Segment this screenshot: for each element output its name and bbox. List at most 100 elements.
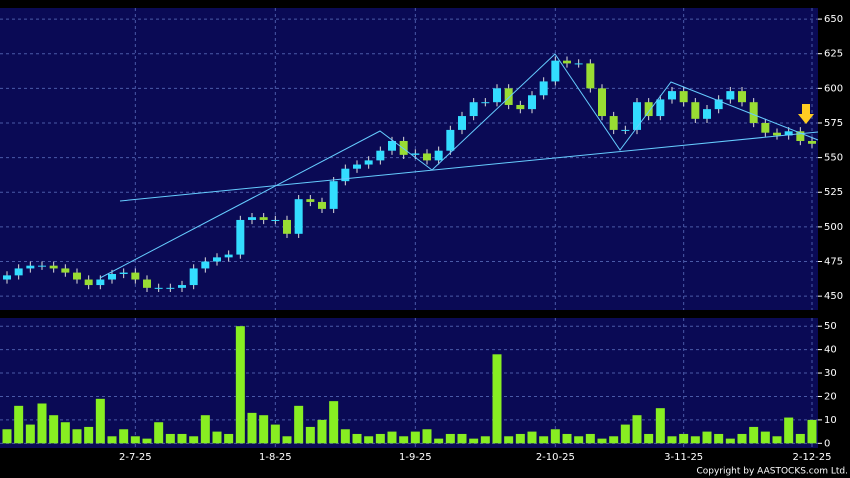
- volume-bar: [107, 436, 117, 444]
- candle-body: [38, 265, 46, 267]
- candle-body: [376, 150, 385, 161]
- volume-bar: [562, 433, 572, 444]
- candle-body: [178, 285, 186, 288]
- volume-bar: [235, 326, 245, 444]
- volume-bar: [422, 429, 432, 444]
- volume-bar: [690, 436, 700, 444]
- x-tick-label: 2-7-25: [119, 452, 152, 463]
- candle-body: [84, 279, 93, 286]
- volume-bar: [760, 431, 770, 444]
- volume-bar: [119, 429, 129, 444]
- candle-body: [26, 265, 35, 269]
- candle-body: [318, 201, 326, 209]
- volume-bar: [329, 401, 339, 444]
- copyright: Copyright by AASTOCKS.com Ltd.: [696, 467, 848, 477]
- volume-panel: [0, 318, 818, 448]
- y-tick-label: 575: [824, 118, 843, 129]
- volume-bar: [375, 433, 385, 444]
- candle-body: [61, 268, 70, 273]
- volume-bar: [749, 426, 759, 444]
- volume-bar: [469, 438, 479, 444]
- volume-bar: [515, 433, 525, 444]
- trendline: [119, 131, 819, 202]
- volume-bar: [434, 438, 444, 444]
- candle-body: [388, 140, 396, 151]
- candle-body: [259, 217, 268, 220]
- x-tick-label: 3-11-25: [664, 452, 703, 463]
- volume-bar: [772, 436, 782, 444]
- volume-bar: [14, 405, 24, 444]
- zigzag: [99, 53, 819, 279]
- candle-body: [773, 132, 781, 136]
- volume-bar: [305, 426, 315, 444]
- volume-bar: [352, 433, 362, 444]
- y-tick-label: 550: [824, 153, 843, 164]
- volume-bar: [49, 415, 59, 444]
- candle-body: [364, 160, 373, 165]
- candle-body: [166, 287, 175, 289]
- volume-bar: [364, 436, 374, 444]
- candle-body: [644, 102, 653, 117]
- candle-body: [504, 88, 513, 105]
- candle-body: [621, 129, 630, 131]
- volume-bar: [410, 431, 420, 444]
- volume-bar: [340, 429, 350, 444]
- volume-bar: [2, 429, 12, 444]
- volume-bar: [317, 419, 327, 444]
- volume-bar: [270, 424, 280, 444]
- volume-bar: [25, 424, 35, 444]
- volume-bar: [702, 431, 712, 444]
- volume-bar: [714, 433, 724, 444]
- volume-bar: [154, 422, 164, 444]
- volume-bar: [247, 412, 257, 444]
- candle-body: [761, 122, 770, 133]
- volume-bar: [95, 398, 105, 444]
- candle-body: [458, 116, 466, 130]
- candle-body: [738, 91, 746, 103]
- volume-bar: [84, 426, 94, 444]
- x-tick-label: 2-12-25: [792, 452, 831, 463]
- volume-bar: [72, 429, 82, 444]
- candle-body: [528, 95, 536, 110]
- volume-bar: [655, 408, 665, 444]
- candle-body: [201, 261, 210, 269]
- volume-bar: [224, 433, 234, 444]
- y-tick-label: 40: [824, 345, 837, 356]
- y-tick-label: 10: [824, 415, 837, 426]
- volume-bar: [480, 436, 490, 444]
- x-tick-label: 1-9-25: [399, 452, 432, 463]
- volume-bar: [679, 433, 689, 444]
- volume-bar: [282, 436, 292, 444]
- candle-body: [224, 254, 233, 258]
- candle-body: [679, 91, 688, 103]
- candle-body: [423, 153, 431, 161]
- trendlines: [99, 53, 819, 279]
- volume-bar: [259, 415, 269, 444]
- x-tick-label: 1-8-25: [259, 452, 292, 463]
- arrow-icon: [798, 104, 814, 124]
- volume-bar: [737, 433, 747, 444]
- volume-bar: [620, 424, 630, 444]
- volume-bar: [387, 431, 397, 444]
- candle-body: [411, 153, 420, 155]
- candle-body: [14, 268, 23, 276]
- candle-body: [609, 116, 618, 130]
- y-tick-label: 30: [824, 368, 837, 379]
- candle-body: [749, 102, 758, 123]
- candle-body: [3, 275, 11, 280]
- candle-body: [539, 81, 548, 96]
- candle-body: [353, 164, 361, 169]
- volume-bar: [200, 415, 210, 444]
- candle-body: [668, 91, 676, 100]
- volume-bar: [457, 433, 467, 444]
- volume-bar: [725, 438, 735, 444]
- candle-body: [213, 257, 221, 262]
- volume-bar: [492, 354, 502, 444]
- candle-body: [469, 102, 478, 117]
- candle-body: [131, 272, 140, 280]
- candle-body: [586, 63, 595, 89]
- y-tick-label: 20: [824, 391, 837, 402]
- candle-body: [446, 129, 455, 151]
- volume-bar: [807, 419, 817, 444]
- volume-bar: [574, 436, 584, 444]
